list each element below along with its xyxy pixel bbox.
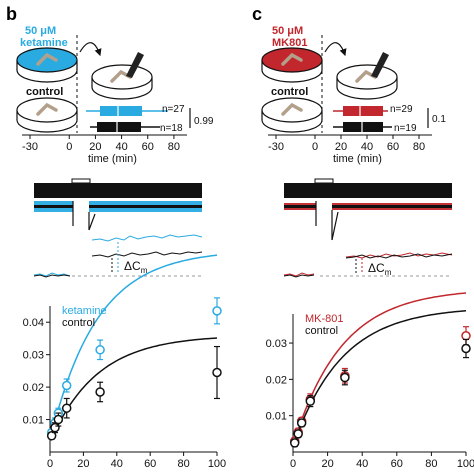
x-tick-label: 100 <box>457 458 474 470</box>
data-point <box>293 429 303 439</box>
data-point <box>61 403 72 413</box>
x-tick-label: 20 <box>321 458 333 470</box>
data-point <box>212 367 222 378</box>
delta-cm-label-b: ΔCm <box>124 259 148 275</box>
dish-drug-b <box>16 47 78 83</box>
x-tick-label: 20 <box>77 458 89 470</box>
x-tick-label: 40 <box>356 458 368 470</box>
delta-cm-trace-c <box>283 252 453 278</box>
y-tick-label: 0.01 <box>266 411 287 423</box>
dish-control-c <box>261 97 323 133</box>
transfer-arrow-b <box>79 42 102 57</box>
y-tick-label: 0.01 <box>23 415 44 427</box>
n-control-b: n=18 <box>160 123 183 134</box>
data-point <box>95 387 105 397</box>
time-axis-label-b: time (min) <box>88 153 137 165</box>
time-tick-label: 20 <box>89 141 101 153</box>
dish-recording-b <box>91 52 153 100</box>
x-tick-label: 100 <box>208 458 226 470</box>
drug-label-line2-b: ketamine <box>20 37 68 49</box>
time-boxplot-c <box>333 106 392 132</box>
x-tick-label: 0 <box>47 458 53 470</box>
fit-curve-1 <box>293 310 467 445</box>
fit-curve-1 <box>50 337 218 441</box>
data-point <box>340 372 350 383</box>
x-tick-label: 80 <box>177 458 189 470</box>
time-tick-label: 60 <box>142 141 154 153</box>
data-point <box>461 343 471 354</box>
delta-cm-label-c: ΔCm <box>368 261 392 277</box>
data-point <box>95 345 105 355</box>
dish-recording-c <box>336 52 398 100</box>
time-tick-label: 80 <box>413 141 425 153</box>
transfer-arrow-c <box>324 42 347 57</box>
x-tick-label: 60 <box>144 458 156 470</box>
n-drug-c: n=29 <box>390 104 413 115</box>
data-point <box>61 380 72 391</box>
drug-label-line1-c: 50 μM <box>272 25 303 37</box>
time-tick-label: -30 <box>22 141 38 153</box>
n-drug-b: n=27 <box>162 104 185 115</box>
time-axis-ticks-c: -30 0 20 40 60 80 <box>268 135 425 153</box>
fit-curve-0 <box>293 292 467 443</box>
delta-cm-trace-b <box>33 234 203 278</box>
scale-label-c: 0.1 <box>432 114 446 125</box>
panel-letter-b: b <box>6 4 17 24</box>
n-control-c: n=19 <box>394 123 417 134</box>
time-tick-label: 60 <box>387 141 399 153</box>
panel-b: b 50 μM ketamine control <box>6 4 226 474</box>
legend-entry: ketamine <box>62 305 107 317</box>
time-tick-label: 40 <box>115 141 127 153</box>
control-label-b: control <box>26 86 63 98</box>
data-point <box>46 431 57 441</box>
capacitance-trace-c <box>284 178 452 241</box>
panel-letter-c: c <box>252 4 262 24</box>
data-point <box>53 414 64 425</box>
time-boxplot-b <box>86 106 168 132</box>
legend-entry: MK-801 <box>305 313 344 325</box>
x-tick-label: 40 <box>111 458 123 470</box>
control-label-c: control <box>271 86 308 98</box>
time-tick-label: 40 <box>361 141 373 153</box>
y-tick-label: 0.03 <box>23 350 44 362</box>
panel-c: c 50 μM MK801 control <box>252 4 474 474</box>
x-tick-label: 60 <box>391 458 403 470</box>
capacitance-trace-b <box>34 178 202 231</box>
y-tick-label: 0.02 <box>266 374 287 386</box>
dish-control-b <box>16 97 78 133</box>
drug-label-line1-b: 50 μM <box>25 25 56 37</box>
time-tick-label: 0 <box>66 141 72 153</box>
data-point <box>305 396 316 406</box>
data-point <box>461 331 471 341</box>
x-tick-label: 80 <box>425 458 437 470</box>
drug-label-line2-c: MK801 <box>272 37 307 49</box>
time-tick-label: -30 <box>268 141 284 153</box>
time-tick-label: 0 <box>312 141 318 153</box>
data-point <box>296 418 307 428</box>
y-tick-label: 0.03 <box>266 338 287 350</box>
time-tick-label: 80 <box>168 141 180 153</box>
x-tick-label: 0 <box>290 458 296 470</box>
fit-curve-0 <box>50 254 218 438</box>
y-tick-label: 0.02 <box>23 382 44 394</box>
time-axis-ticks-b: -30 0 20 40 60 80 <box>22 135 180 153</box>
data-point <box>289 438 300 448</box>
y-tick-label: 0.04 <box>23 317 44 329</box>
dish-drug-c <box>261 47 323 83</box>
data-point <box>212 306 222 316</box>
time-tick-label: 20 <box>335 141 347 153</box>
scale-label-b: 0.99 <box>194 116 214 127</box>
time-axis-label-c: time (min) <box>333 153 382 165</box>
legend-entry: control <box>305 325 338 337</box>
legend-entry: control <box>62 317 95 329</box>
